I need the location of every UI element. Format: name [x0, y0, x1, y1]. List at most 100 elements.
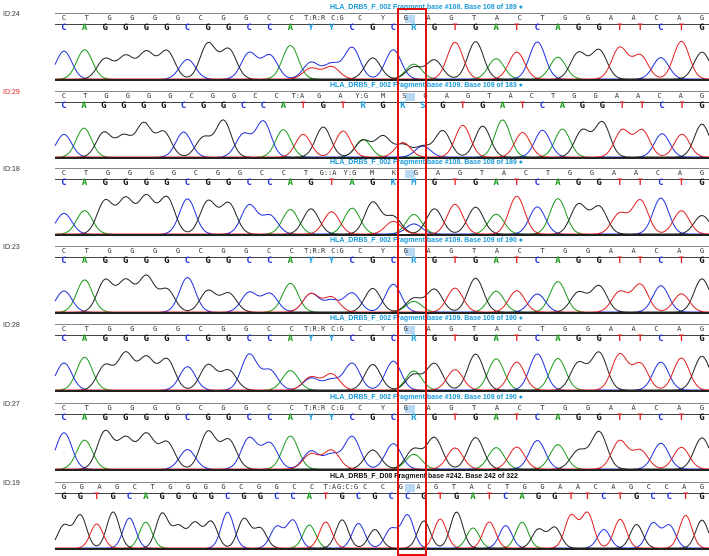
consensus-base[interactable]: G [153, 247, 158, 255]
base-call[interactable]: C [388, 492, 394, 502]
consensus-base[interactable]: G [563, 325, 568, 333]
consensus-base[interactable]: G [115, 483, 120, 491]
base-call[interactable]: C [290, 492, 296, 502]
base-call[interactable]: T [452, 178, 458, 188]
consensus-base[interactable]: C [266, 404, 272, 412]
consensus-base[interactable]: C [380, 483, 386, 491]
base-call[interactable]: G [699, 23, 705, 33]
base-call[interactable]: A [143, 492, 149, 502]
base-call[interactable]: A [81, 413, 88, 423]
consensus-base[interactable]: C [358, 325, 363, 333]
consensus-base[interactable]: T [545, 169, 551, 177]
consensus-base[interactable]: G [585, 404, 591, 412]
consensus-base[interactable]: C [523, 169, 529, 177]
base-call[interactable]: Y [328, 256, 335, 266]
consensus-base[interactable]: G [699, 404, 705, 412]
base-call[interactable]: C [61, 256, 67, 266]
base-call[interactable]: T [678, 23, 685, 33]
base-call[interactable]: C [349, 334, 355, 344]
base-call[interactable]: C [246, 23, 252, 33]
base-call[interactable]: G [225, 334, 232, 344]
consensus-base[interactable]: A [575, 483, 581, 491]
consensus-base[interactable]: G [317, 92, 322, 100]
consensus-base[interactable]: C [253, 92, 258, 100]
consensus-base[interactable]: T [150, 483, 155, 491]
consensus-base[interactable]: G [403, 14, 408, 22]
consensus-base[interactable]: C [654, 14, 659, 22]
consensus-base[interactable]: G [593, 92, 598, 100]
base-call[interactable]: G [421, 492, 427, 502]
base-call[interactable]: C [390, 413, 396, 423]
base-call[interactable]: T [619, 101, 625, 111]
consensus-base[interactable]: A [494, 14, 500, 22]
base-call[interactable]: G [102, 178, 108, 188]
consensus-base[interactable]: G [563, 247, 568, 255]
consensus-base[interactable]: C:G [331, 14, 344, 22]
consensus-base[interactable]: G [215, 169, 221, 177]
consensus-base[interactable]: C [61, 325, 67, 333]
base-call[interactable]: G [699, 178, 705, 188]
base-call[interactable]: T [616, 178, 623, 188]
base-call[interactable]: T [616, 334, 623, 344]
consensus-base[interactable]: G [127, 169, 133, 177]
consensus-base[interactable]: A [494, 325, 500, 333]
base-call[interactable]: G [535, 492, 542, 502]
consensus-base[interactable]: G [221, 404, 226, 412]
consensus-base[interactable]: C [310, 483, 315, 491]
base-call[interactable]: G [175, 492, 182, 502]
base-call[interactable]: G [205, 334, 211, 344]
base-call[interactable]: G [164, 413, 170, 423]
base-call[interactable]: G [121, 101, 127, 111]
consensus-base[interactable]: Y [380, 325, 386, 333]
consensus-base[interactable]: G [175, 247, 181, 255]
base-call[interactable]: G [339, 492, 345, 502]
consensus-base[interactable]: C [289, 404, 294, 412]
base-call[interactable]: G [575, 178, 582, 188]
consensus-base[interactable]: C [517, 247, 522, 255]
base-call[interactable]: A [81, 101, 87, 111]
base-call[interactable]: C [267, 23, 273, 33]
base-call[interactable]: A [555, 23, 561, 33]
consensus-base[interactable]: T [540, 404, 545, 412]
base-call[interactable]: T [679, 101, 685, 111]
consensus-base[interactable]: A [508, 92, 513, 100]
consensus-base[interactable]: G [210, 92, 215, 100]
consensus-base[interactable]: C [657, 92, 662, 100]
consensus-base[interactable]: G [168, 483, 173, 491]
base-call[interactable]: R [411, 334, 417, 344]
consensus-base[interactable]: G [449, 404, 454, 412]
base-call[interactable]: G [123, 413, 129, 423]
base-call[interactable]: T [437, 492, 443, 502]
base-call[interactable]: G [369, 178, 376, 188]
consensus-base[interactable]: G [79, 483, 84, 491]
base-call[interactable]: A [81, 256, 88, 266]
base-call[interactable]: G [599, 101, 606, 111]
base-call[interactable]: C [539, 101, 546, 111]
consensus-base[interactable]: G [237, 169, 243, 177]
base-call[interactable]: A [493, 178, 499, 188]
consensus-base[interactable]: T:R:R [304, 404, 326, 412]
consensus-base[interactable]: G [185, 483, 191, 491]
base-call[interactable]: T [678, 256, 685, 266]
base-call[interactable]: C [246, 413, 252, 423]
base-call[interactable]: C [224, 492, 231, 502]
base-call[interactable]: C [61, 23, 67, 33]
base-call[interactable]: A [280, 101, 287, 111]
consensus-base[interactable]: T:A [291, 92, 305, 100]
consensus-base[interactable]: S [402, 92, 407, 100]
base-call[interactable]: T [637, 23, 643, 33]
consensus-base[interactable]: G [398, 483, 403, 491]
consensus-base[interactable]: A [426, 14, 431, 22]
base-call[interactable]: C [240, 101, 247, 111]
base-call[interactable]: R [411, 413, 417, 423]
consensus-base[interactable]: C [646, 483, 651, 491]
base-call[interactable]: G [596, 256, 602, 266]
consensus-base[interactable]: A [444, 92, 449, 100]
base-call[interactable]: G [699, 256, 705, 266]
base-call[interactable]: G [596, 413, 602, 423]
consensus-base[interactable]: A [494, 404, 500, 412]
base-call[interactable]: G [440, 101, 446, 111]
consensus-base[interactable]: Y:G [343, 169, 357, 177]
consensus-base[interactable]: T [472, 404, 477, 412]
base-call[interactable]: G [308, 178, 314, 188]
